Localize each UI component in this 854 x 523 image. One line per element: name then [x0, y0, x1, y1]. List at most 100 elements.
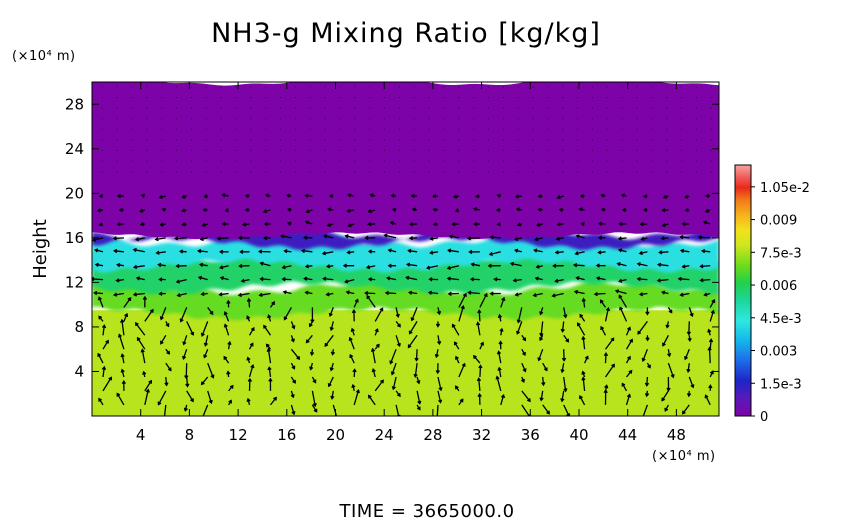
- wind-arrow-dot: [592, 150, 593, 151]
- wind-arrow-dot: [161, 139, 162, 140]
- wind-arrow-dot: [637, 129, 638, 130]
- wind-arrow-dot: [399, 171, 400, 172]
- wind-arrow-dot: [339, 87, 340, 88]
- wind-arrow-dot: [295, 129, 296, 130]
- wind-arrow-dot: [250, 97, 251, 98]
- wind-arrow-dot: [473, 139, 474, 140]
- wind-arrow-dot: [191, 97, 192, 98]
- wind-arrow-dot: [622, 150, 623, 151]
- wind-arrow-dot: [221, 129, 222, 130]
- wind-arrow-dot: [443, 118, 444, 119]
- wind-arrow-dot: [235, 97, 236, 98]
- wind-arrow-dot: [681, 161, 682, 162]
- wind-arrow-dot: [443, 97, 444, 98]
- wind-arrow-dot: [518, 118, 519, 119]
- wind-arrow-dot: [414, 139, 415, 140]
- wind-arrow-dot: [325, 139, 326, 140]
- wind-arrow-dot: [711, 108, 712, 109]
- wind-arrow-dot: [265, 87, 266, 88]
- wind-arrow-dot: [518, 171, 519, 172]
- wind-arrow-dot: [146, 87, 147, 88]
- wind-arrow-dot: [533, 171, 534, 172]
- chart-title: NH3-g Mixing Ratio [kg/kg]: [211, 18, 601, 49]
- wind-arrow-dot: [637, 87, 638, 88]
- wind-arrow-dot: [443, 171, 444, 172]
- wind-arrow-dot: [399, 150, 400, 151]
- wind-arrow-dot: [176, 139, 177, 140]
- wind-arrow-dot: [696, 171, 697, 172]
- wind-arrow-dot: [518, 87, 519, 88]
- wind-arrow-dot: [681, 97, 682, 98]
- wind-arrow-dot: [221, 171, 222, 172]
- colorbar-label: 7.5e-3: [760, 246, 802, 261]
- plot-area: [91, 79, 719, 421]
- time-label: TIME = 3665000.0: [338, 501, 514, 519]
- colorbar: 1.05e-20.0097.5e-30.0064.5e-30.0031.5e-3…: [735, 165, 810, 425]
- wind-arrow-dot: [161, 129, 162, 130]
- wind-arrow-dot: [295, 87, 296, 88]
- wind-arrow-dot: [622, 87, 623, 88]
- wind-arrow-dot: [562, 139, 563, 140]
- wind-arrow-dot: [518, 108, 519, 109]
- wind-arrow-dot: [651, 171, 652, 172]
- colorbar-label: 0.006: [760, 279, 797, 294]
- wind-arrow-dot: [518, 129, 519, 130]
- wind-arrow-dot: [696, 129, 697, 130]
- wind-arrow-dot: [458, 150, 459, 151]
- wind-arrow-dot: [458, 129, 459, 130]
- wind-arrow-dot: [117, 150, 118, 151]
- wind-arrow-dot: [250, 161, 251, 162]
- wind-arrow-dot: [414, 97, 415, 98]
- wind-arrow-dot: [607, 118, 608, 119]
- wind-arrow-dot: [562, 171, 563, 172]
- wind-arrow-dot: [488, 171, 489, 172]
- wind-arrow-dot: [429, 150, 430, 151]
- wind-arrow-dot: [577, 129, 578, 130]
- wind-arrow-dot: [622, 129, 623, 130]
- wind-arrow-dot: [339, 171, 340, 172]
- x-unit-label: (×10⁴ m): [652, 449, 716, 464]
- colorbar-label: 0.003: [760, 345, 797, 360]
- wind-arrow-dot: [250, 87, 251, 88]
- wind-arrow-dot: [488, 97, 489, 98]
- wind-arrow: [156, 238, 166, 241]
- wind-arrow-dot: [235, 118, 236, 119]
- wind-arrow-dot: [607, 87, 608, 88]
- wind-arrow-dot: [325, 150, 326, 151]
- wind-arrow-dot: [176, 161, 177, 162]
- wind-arrow-dot: [102, 161, 103, 162]
- colorbar-label: 0: [760, 410, 768, 425]
- wind-arrow-dot: [221, 139, 222, 140]
- wind-arrow-dot: [488, 161, 489, 162]
- x-tick-label: 28: [423, 426, 442, 444]
- wind-arrow-dot: [339, 108, 340, 109]
- wind-arrow-dot: [711, 171, 712, 172]
- wind-arrow-dot: [176, 87, 177, 88]
- wind-arrow-dot: [577, 108, 578, 109]
- wind-arrow-dot: [443, 87, 444, 88]
- wind-arrow-dot: [235, 108, 236, 109]
- wind-arrow-dot: [354, 118, 355, 119]
- wind-arrow-dot: [473, 108, 474, 109]
- colorbar-label: 1.05e-2: [760, 181, 810, 196]
- wind-arrow-dot: [637, 171, 638, 172]
- wind-arrow-dot: [607, 108, 608, 109]
- wind-arrow-dot: [429, 129, 430, 130]
- wind-arrow-dot: [295, 139, 296, 140]
- wind-arrow-dot: [295, 108, 296, 109]
- wind-arrow-dot: [681, 171, 682, 172]
- wind-arrow-dot: [488, 139, 489, 140]
- wind-arrow-dot: [696, 118, 697, 119]
- wind-arrow-dot: [310, 161, 311, 162]
- wind-arrow-dot: [131, 87, 132, 88]
- wind-arrow-dot: [592, 139, 593, 140]
- wind-arrow-dot: [429, 171, 430, 172]
- wind-arrow-dot: [384, 108, 385, 109]
- wind-arrow-dot: [310, 87, 311, 88]
- wind-arrow-dot: [265, 129, 266, 130]
- x-tick-label: 4: [136, 426, 146, 444]
- wind-arrow-dot: [339, 161, 340, 162]
- wind-arrow-dot: [503, 129, 504, 130]
- wind-arrow-dot: [488, 87, 489, 88]
